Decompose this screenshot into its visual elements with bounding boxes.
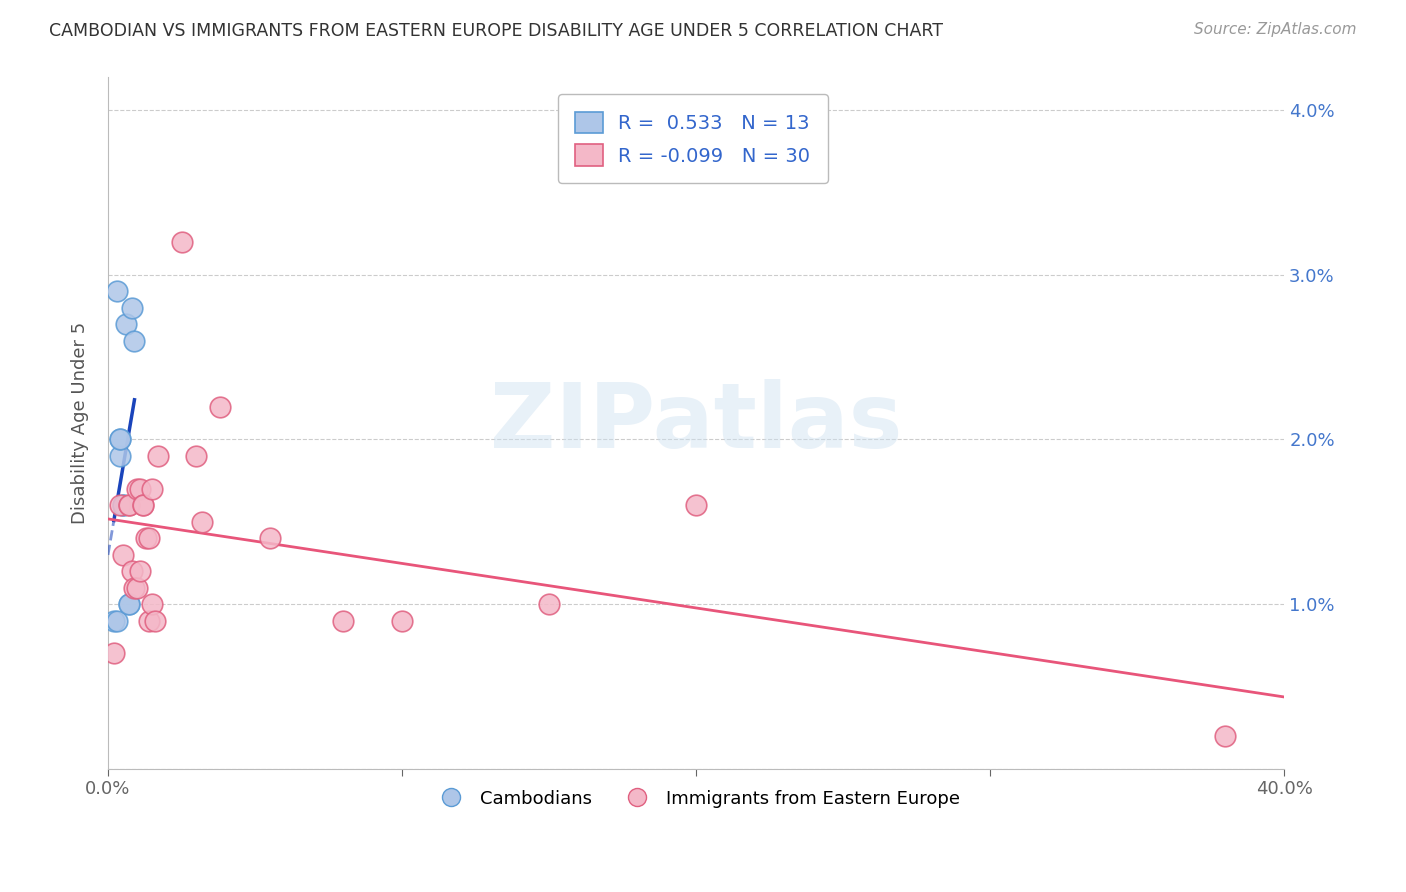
Point <box>108 433 131 447</box>
Point <box>124 581 146 595</box>
Legend: Cambodians, Immigrants from Eastern Europe: Cambodians, Immigrants from Eastern Euro… <box>426 782 967 815</box>
Point <box>208 400 231 414</box>
Point <box>105 285 128 299</box>
Point <box>332 614 354 628</box>
Point <box>138 614 160 628</box>
Point <box>108 449 131 463</box>
Point <box>108 433 131 447</box>
Point <box>685 499 707 513</box>
Point <box>129 564 152 578</box>
Point <box>117 499 139 513</box>
Point <box>132 499 155 513</box>
Y-axis label: Disability Age Under 5: Disability Age Under 5 <box>72 322 89 524</box>
Point <box>170 235 193 249</box>
Point <box>129 482 152 496</box>
Text: ZIPatlas: ZIPatlas <box>489 379 903 467</box>
Point <box>143 614 166 628</box>
Text: CAMBODIAN VS IMMIGRANTS FROM EASTERN EUROPE DISABILITY AGE UNDER 5 CORRELATION C: CAMBODIAN VS IMMIGRANTS FROM EASTERN EUR… <box>49 22 943 40</box>
Point <box>114 318 136 332</box>
Point <box>117 597 139 611</box>
Point <box>132 499 155 513</box>
Text: Source: ZipAtlas.com: Source: ZipAtlas.com <box>1194 22 1357 37</box>
Point <box>111 499 134 513</box>
Point <box>103 614 125 628</box>
Point <box>103 647 125 661</box>
Point <box>191 515 214 529</box>
Point <box>121 301 143 315</box>
Point <box>135 531 157 545</box>
Point <box>141 597 163 611</box>
Point <box>105 614 128 628</box>
Point <box>108 499 131 513</box>
Point <box>1215 729 1237 743</box>
Point <box>111 548 134 562</box>
Point <box>259 531 281 545</box>
Point <box>141 482 163 496</box>
Point <box>121 564 143 578</box>
Point <box>138 531 160 545</box>
Point <box>117 499 139 513</box>
Point <box>127 581 149 595</box>
Point <box>186 449 208 463</box>
Point <box>127 482 149 496</box>
Point <box>124 334 146 348</box>
Point <box>111 499 134 513</box>
Point <box>117 597 139 611</box>
Point <box>146 449 169 463</box>
Point <box>538 597 561 611</box>
Point <box>391 614 413 628</box>
